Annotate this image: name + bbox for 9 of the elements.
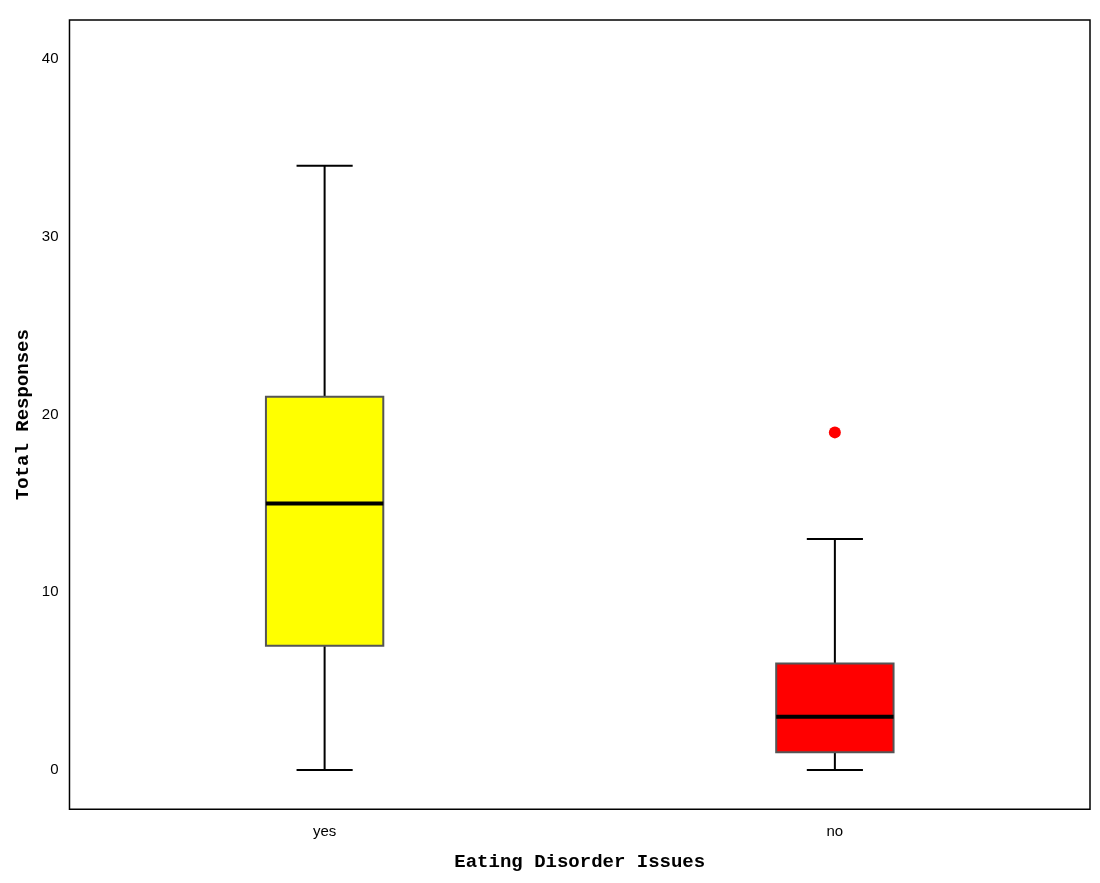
x-tick-label: no — [826, 822, 844, 840]
y-tick-label: 0 — [50, 760, 59, 778]
y-tick-label: 20 — [41, 404, 59, 422]
x-tick-label: yes — [312, 822, 337, 840]
y-tick-label: 30 — [41, 226, 59, 244]
y-tick-label: 10 — [41, 582, 59, 600]
y-tick-label: 40 — [41, 49, 59, 67]
x-axis-title: Eating Disorder Issues — [454, 851, 706, 874]
y-axis-title: Total Responses — [12, 329, 35, 501]
